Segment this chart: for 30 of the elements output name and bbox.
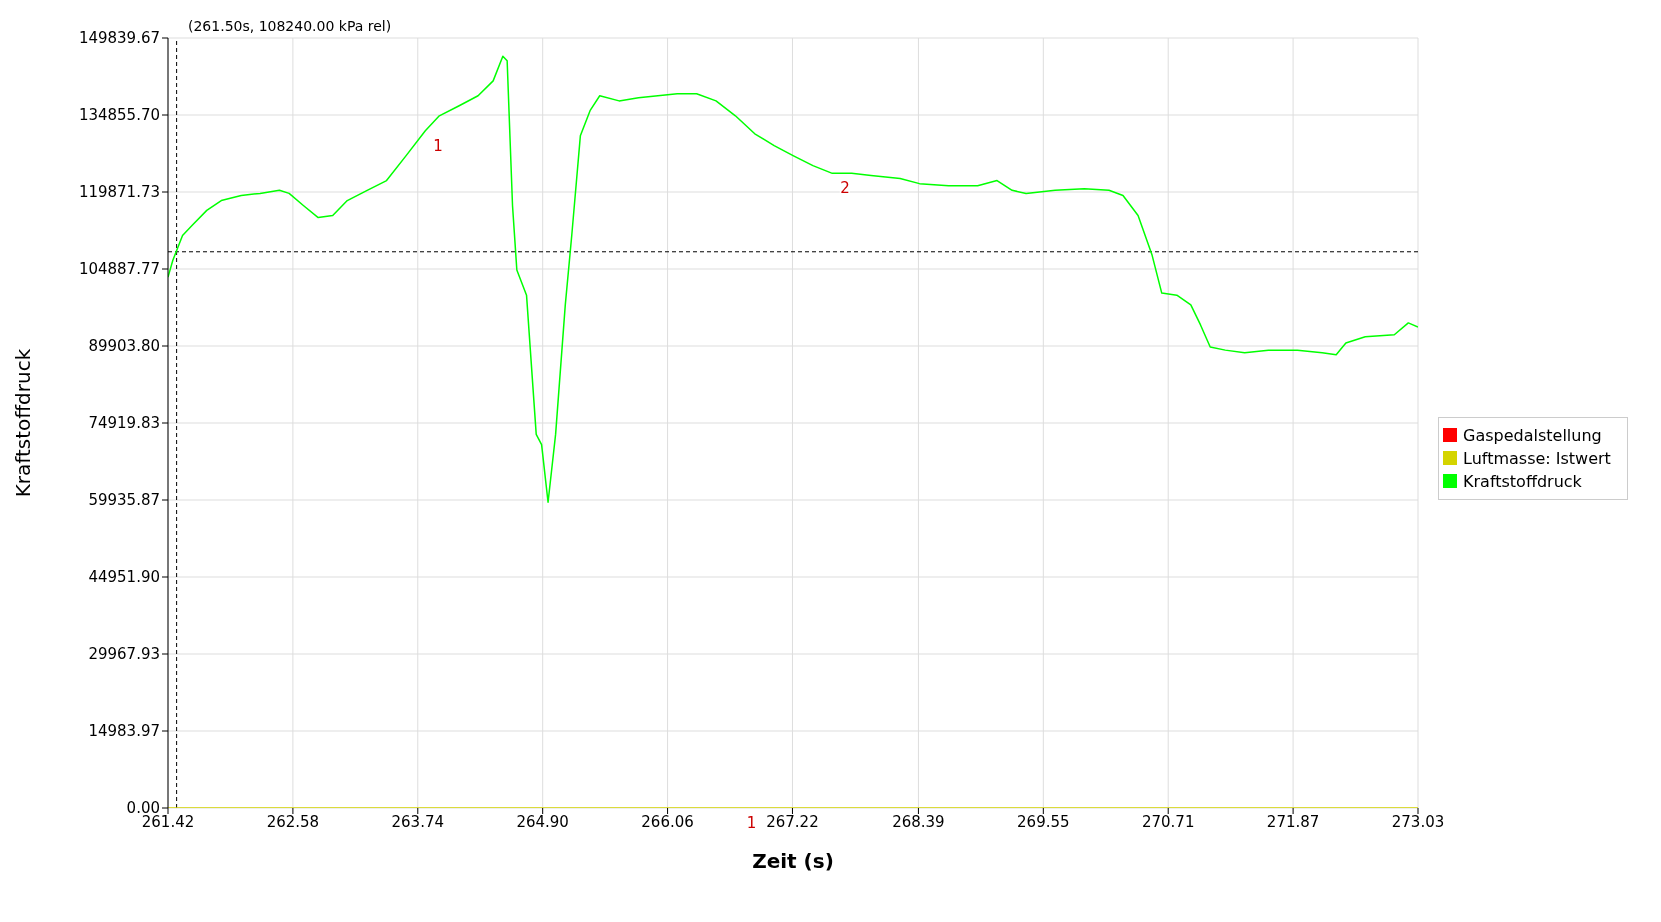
x-tick-label: 268.39 bbox=[892, 812, 945, 831]
text: (261.50s, 108240.00 kPa rel) bbox=[188, 18, 392, 34]
y-tick-label: 14983.97 bbox=[88, 722, 160, 741]
y-tick-label: 89903.80 bbox=[88, 337, 160, 356]
line-series bbox=[168, 55, 1418, 503]
x-tick-label: 267.22 bbox=[766, 812, 819, 831]
legend-label: Gaspedalstellung bbox=[1463, 425, 1602, 445]
x-tick-label: 264.90 bbox=[516, 812, 569, 831]
annotation: 1 bbox=[746, 814, 757, 832]
y-tick-label: 29967.93 bbox=[88, 645, 160, 664]
annotation: 1 bbox=[433, 136, 443, 155]
x-tick-label: 266.06 bbox=[641, 812, 694, 831]
y-tick-label: 119871.73 bbox=[78, 183, 160, 202]
x-tick-label: 262.58 bbox=[266, 812, 320, 831]
y-tick-label: 104887.77 bbox=[78, 260, 160, 279]
y-tick-label: 44951.90 bbox=[88, 568, 160, 587]
x-axis-title: Zeit (s) bbox=[752, 849, 834, 873]
legend-label: Luftmasse: Istwert bbox=[1463, 448, 1611, 468]
y-tick-label: 59935.87 bbox=[88, 491, 160, 510]
y-tick-label: 149839.67 bbox=[78, 29, 160, 48]
x-tick-label: 263.74 bbox=[391, 812, 445, 831]
y-tick-label: 134855.70 bbox=[78, 106, 160, 125]
x-tick-label: 269.55 bbox=[1017, 812, 1070, 831]
x-tick-label: 270.71 bbox=[1141, 812, 1195, 831]
annotation: 2 bbox=[840, 179, 850, 198]
y-tick-label: 74919.83 bbox=[88, 414, 160, 433]
x-tick-label: 273.03 bbox=[1391, 812, 1445, 831]
x-tick-label: 271.87 bbox=[1266, 812, 1320, 831]
legend-label: Kraftstoffdruck bbox=[1463, 471, 1582, 491]
y-axis-title: Kraftstoffdruck bbox=[11, 348, 36, 498]
